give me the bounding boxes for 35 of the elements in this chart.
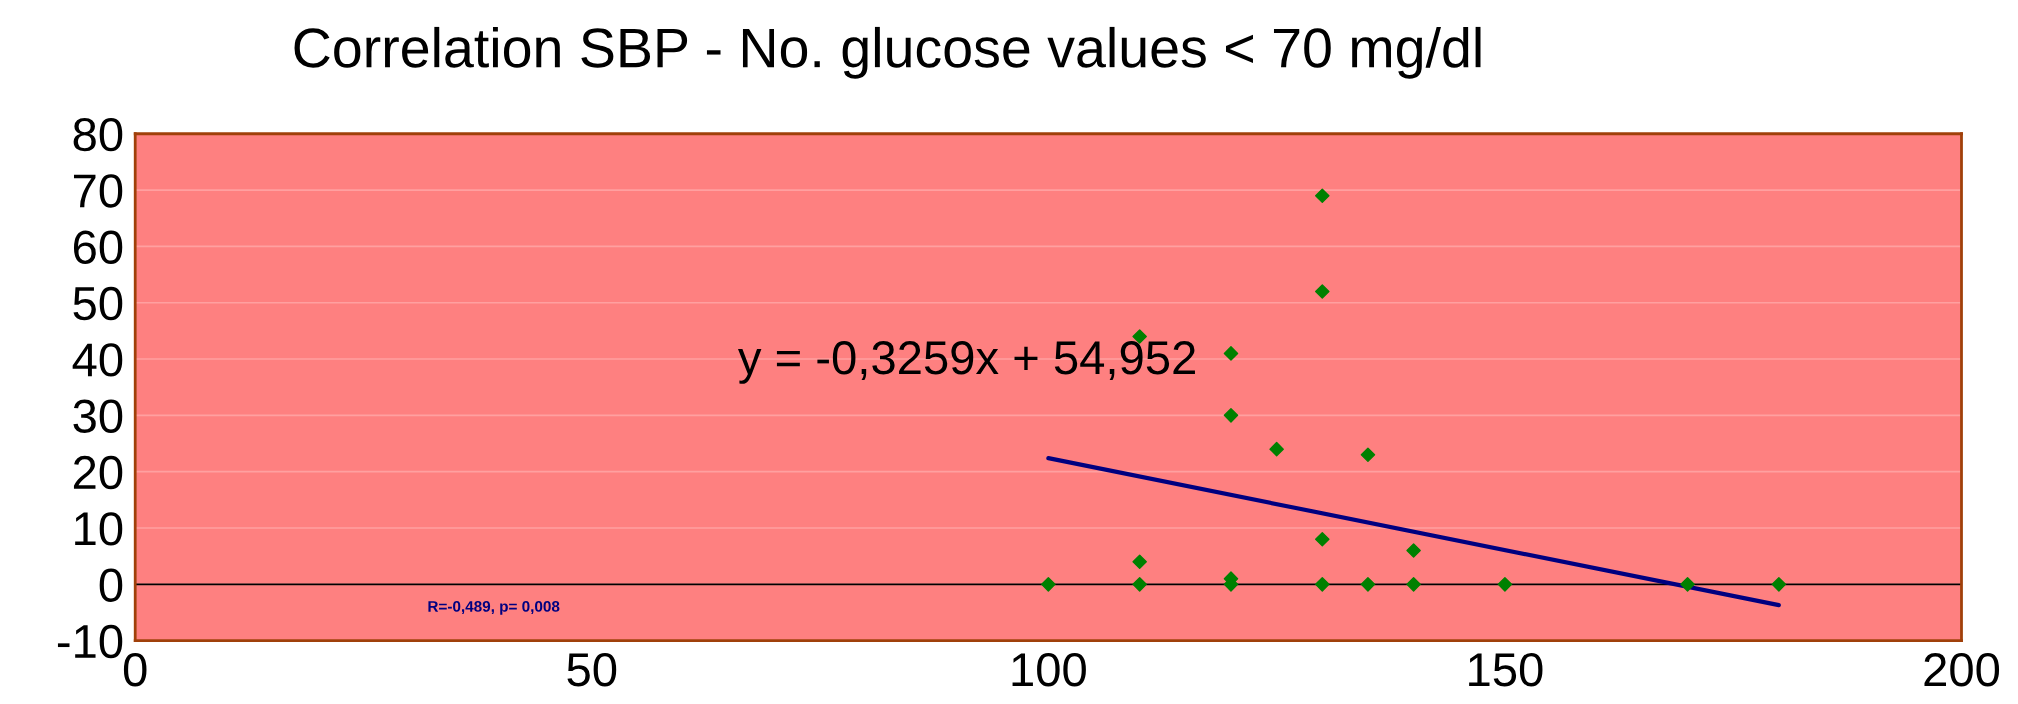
point [1315, 531, 1330, 547]
point [1406, 577, 1421, 592]
point [1680, 577, 1695, 592]
x-tick-label: 200 [1924, 653, 2000, 687]
annotation: y = -0,3259x + 54,952 [738, 341, 1195, 384]
y-tick-label: 40 [72, 343, 123, 377]
point [1132, 554, 1147, 570]
y-tick-label: 70 [74, 174, 123, 208]
point [1223, 346, 1239, 361]
point [1360, 447, 1376, 463]
point [1315, 284, 1330, 299]
x-tick-label: 100 [1012, 653, 1086, 687]
y-tick-label: 50 [73, 286, 123, 321]
point [1269, 441, 1284, 457]
point [1497, 577, 1513, 592]
y-tick-label: 80 [73, 117, 123, 152]
y-tick-label: 60 [73, 230, 123, 264]
point [1223, 408, 1239, 423]
y-tick-label: 0 [99, 568, 123, 602]
point [1132, 577, 1147, 592]
x-tick-label: 50 [567, 653, 617, 687]
x-tick-label: 0 [123, 653, 147, 687]
point [1360, 577, 1376, 592]
point [1315, 188, 1330, 203]
point [1041, 577, 1056, 592]
y-tick-label: 30 [73, 399, 123, 433]
y-tick-label: -10 [57, 624, 123, 659]
point [1406, 543, 1421, 558]
annotation: R=-0,489, p= 0,008 [428, 600, 560, 615]
point [1771, 577, 1787, 592]
y-tick-label: 20 [73, 455, 123, 490]
chart-title: Correlation SBP - No. glucose values < 70 mg/dl [294, 26, 1481, 79]
y-tick-label: 10 [75, 512, 123, 546]
x-tick-label: 150 [1469, 653, 1543, 687]
point [1315, 577, 1330, 592]
